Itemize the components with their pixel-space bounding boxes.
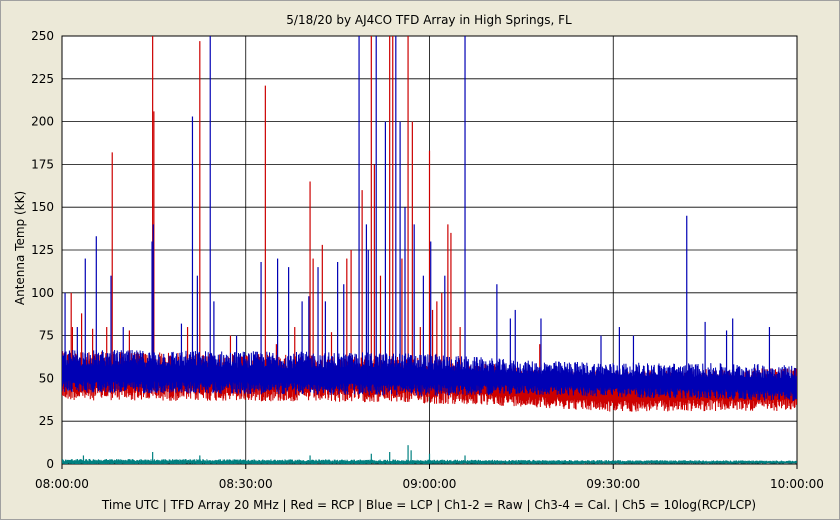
- series-noise-trace: [62, 458, 797, 464]
- x-tick-label: 09:30:00: [586, 477, 640, 491]
- x-axis-ticks: 08:00:00 08:30:00 09:00:00 09:30:00 10:00:00: [35, 464, 824, 491]
- y-tick-label: 25: [39, 414, 54, 428]
- y-tick-label: 250: [31, 29, 54, 43]
- y-tick-label: 200: [31, 115, 54, 129]
- grid-lines: [61, 35, 798, 465]
- series-noise-trace: [62, 349, 797, 402]
- x-tick-label: 08:00:00: [35, 477, 89, 491]
- series-layer: [62, 36, 797, 464]
- chart-title: 5/18/20 by AJ4CO TFD Array in High Sprin…: [286, 13, 572, 27]
- series-lcp: [62, 36, 797, 402]
- y-axis-label: Antenna Temp (kK): [13, 191, 27, 305]
- y-tick-label: 175: [31, 157, 54, 171]
- x-tick-label: 10:00:00: [770, 477, 824, 491]
- y-tick-label: 75: [39, 329, 54, 343]
- y-axis-ticks: 0 25 50 75 100 125 150 175 200 225 250: [31, 29, 54, 471]
- y-tick-label: 50: [39, 371, 54, 385]
- y-tick-label: 150: [31, 200, 54, 214]
- x-tick-label: 08:30:00: [219, 477, 273, 491]
- series-ch5: [62, 445, 797, 464]
- x-tick-label: 09:00:00: [403, 477, 457, 491]
- y-tick-label: 125: [31, 243, 54, 257]
- y-tick-label: 100: [31, 286, 54, 300]
- y-tick-label: 0: [46, 457, 54, 471]
- x-axis-label: Time UTC | TFD Array 20 MHz | Red = RCP …: [101, 498, 756, 512]
- y-tick-label: 225: [31, 72, 54, 86]
